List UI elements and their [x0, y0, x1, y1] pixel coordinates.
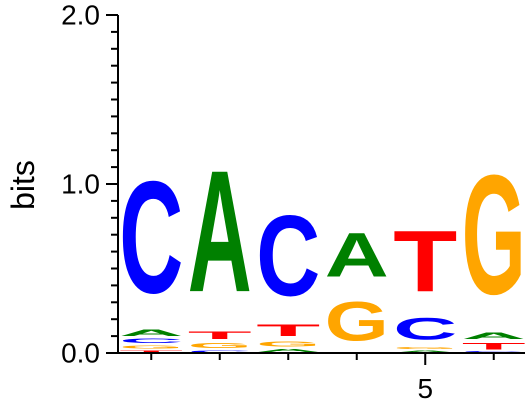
logo-letter-C-pos1: C	[119, 149, 183, 327]
y-tick-label: 1.0	[61, 169, 100, 200]
logo-letter-A-pos5: A	[393, 350, 457, 353]
y-ticks: 0.0 1.0 2.0	[61, 0, 118, 369]
logo-letter-A-pos2: A	[188, 135, 252, 329]
x-tick-label: 5	[417, 373, 433, 400]
logo-letter-G-pos3: G	[256, 340, 320, 348]
logo-letter-C-pos3: C	[256, 192, 320, 321]
plot-area: TGCACCGTAAGTCGAAGCTCTAG	[119, 135, 525, 353]
logo-letter-G-pos6: G	[462, 141, 526, 331]
logo-letter-T-pos2: T	[188, 329, 252, 341]
logo-letter-T-pos1: T	[119, 350, 183, 353]
logo-letter-A-pos1: A	[119, 328, 183, 338]
logo-letter-T-pos3: T	[256, 321, 320, 340]
logo-letter-G-pos4: G	[325, 290, 389, 353]
logo-letter-G-pos2: G	[188, 341, 252, 349]
logo-letter-G-pos1: G	[119, 345, 183, 350]
logo-letter-T-pos6: T	[462, 341, 526, 351]
logo-letter-G-pos5: G	[393, 346, 457, 349]
y-tick-label: 2.0	[61, 0, 100, 31]
logo-letter-A-pos3: A	[256, 348, 320, 353]
logo-letter-C-pos2: C	[188, 350, 252, 353]
y-axis-label: bits	[5, 160, 41, 210]
axes: 0.0 1.0 2.0 5 bits	[5, 0, 525, 400]
y-tick-label: 0.0	[61, 338, 100, 369]
logo-letter-T-pos5: T	[393, 214, 457, 311]
x-ticks: 5	[150, 353, 495, 400]
logo-letter-A-pos4: A	[325, 220, 389, 291]
logo-letter-C-pos1: C	[119, 338, 183, 345]
logo-letter-C-pos5: C	[393, 311, 457, 346]
logo-letter-A-pos6: A	[462, 331, 526, 341]
